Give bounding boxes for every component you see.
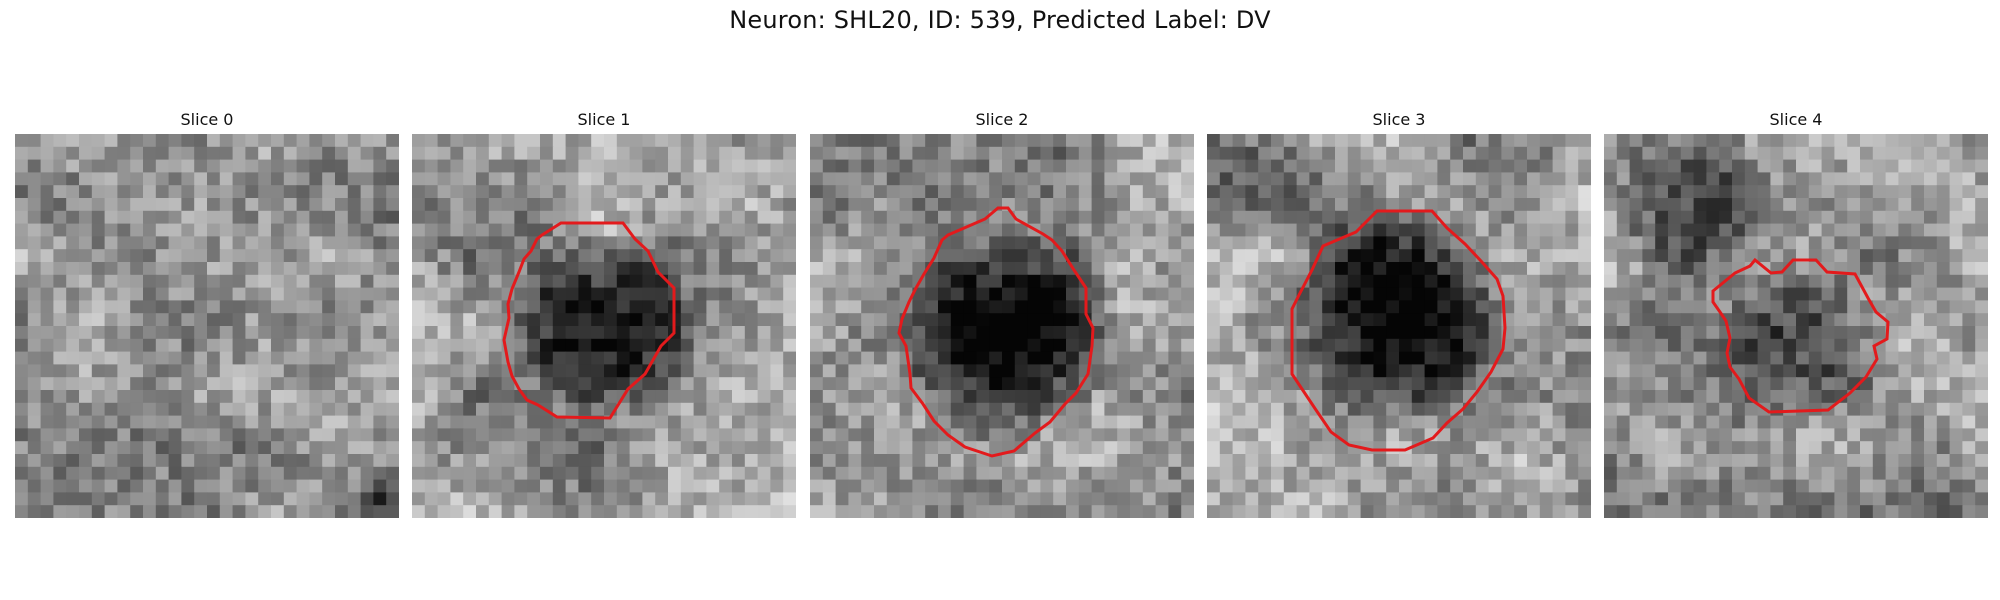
figure-title: Neuron: SHL20, ID: 539, Predicted Label:… (729, 6, 1271, 34)
segmentation-contour-2 (897, 206, 1095, 458)
slice-panel-4: Slice 4 (1604, 110, 1988, 518)
slice-panel-3: Slice 3 (1207, 110, 1591, 518)
slice-image-0 (15, 134, 399, 518)
slice-title-1: Slice 1 (577, 110, 631, 129)
slice-panel-0: Slice 0 (15, 110, 399, 518)
segmentation-contour-1 (502, 221, 676, 420)
slice-panel-2: Slice 2 (810, 110, 1194, 518)
slice-title-2: Slice 2 (975, 110, 1029, 129)
slice-title-3: Slice 3 (1372, 110, 1426, 129)
slice-image-3 (1207, 134, 1591, 518)
slice-panel-1: Slice 1 (412, 110, 796, 518)
slice-title-0: Slice 0 (180, 110, 234, 129)
slice-image-1 (412, 134, 796, 518)
slice-title-4: Slice 4 (1769, 110, 1823, 129)
slice-image-4 (1604, 134, 1988, 518)
segmentation-contour-4 (1711, 257, 1890, 414)
slice-image-2 (810, 134, 1194, 518)
segmentation-contour-3 (1290, 209, 1507, 452)
